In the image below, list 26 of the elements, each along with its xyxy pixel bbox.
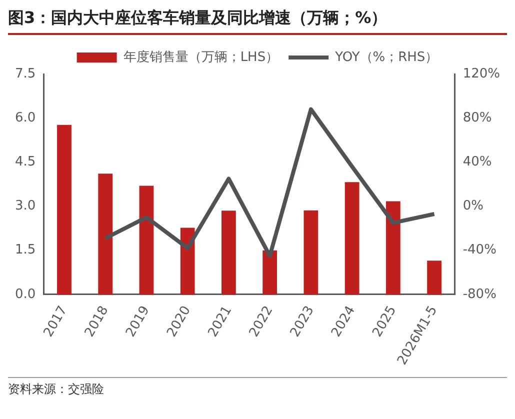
bar xyxy=(57,124,72,294)
y2-tick-label: -80% xyxy=(462,286,496,302)
bar xyxy=(386,201,400,294)
y-tick-label: 0.0 xyxy=(14,286,36,302)
bar xyxy=(180,228,195,294)
y-tick-label: 7.5 xyxy=(14,66,36,82)
legend-label: 年度销售量（万辆；LHS） xyxy=(123,48,279,65)
bar xyxy=(139,186,154,294)
text: 资料来源：交强险 xyxy=(8,377,507,398)
y2-tick-label: -40% xyxy=(462,242,496,258)
bar xyxy=(222,210,236,294)
y-tick-label: 4.5 xyxy=(14,154,36,170)
chart-title: 图3：国内大中座位客车销量及同比增速（万辆；%） xyxy=(8,8,507,35)
y2-tick-label: 0% xyxy=(462,198,484,214)
bar xyxy=(98,174,113,294)
y2-tick-label: 120% xyxy=(462,66,500,82)
y-tick-label: 1.5 xyxy=(14,242,36,258)
y-tick-label: 3.0 xyxy=(14,198,36,214)
y2-tick-label: 40% xyxy=(462,154,492,170)
y-tick-label: 6.0 xyxy=(14,110,36,126)
bar xyxy=(427,260,442,294)
bar xyxy=(304,210,318,294)
y2-tick-label: 80% xyxy=(462,110,492,126)
bar xyxy=(262,250,278,294)
bar xyxy=(344,182,360,294)
legend-label: YOY（%；RHS） xyxy=(334,50,438,65)
